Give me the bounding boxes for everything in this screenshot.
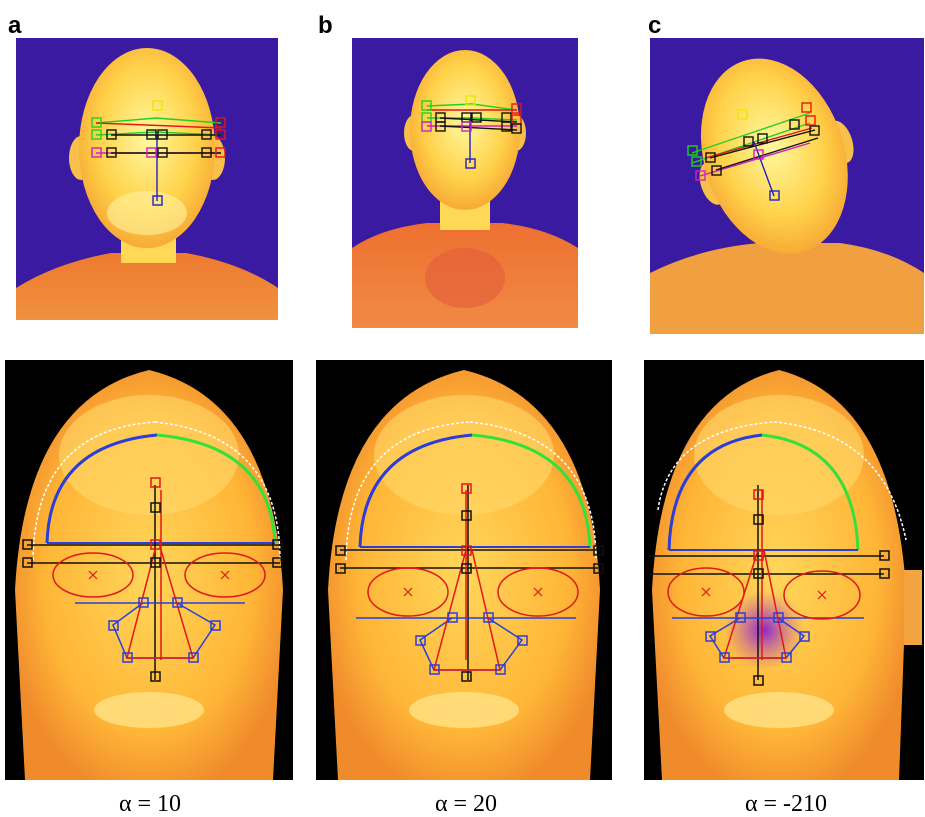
thermal-photo-b (352, 38, 578, 328)
caption-a: α = 10 (118, 791, 182, 817)
normalized-face-b (316, 360, 612, 780)
panel-label-a: a (8, 12, 22, 39)
thermal-photo-c (650, 38, 924, 334)
normalized-face-a (5, 360, 293, 780)
caption-c: α = -210 (744, 791, 828, 817)
panel-label-c: c (648, 12, 662, 39)
normalized-face-c (644, 360, 924, 780)
caption-b: α = 20 (434, 791, 498, 817)
thermal-photo-a (16, 38, 278, 320)
panel-label-b: b (318, 12, 333, 39)
